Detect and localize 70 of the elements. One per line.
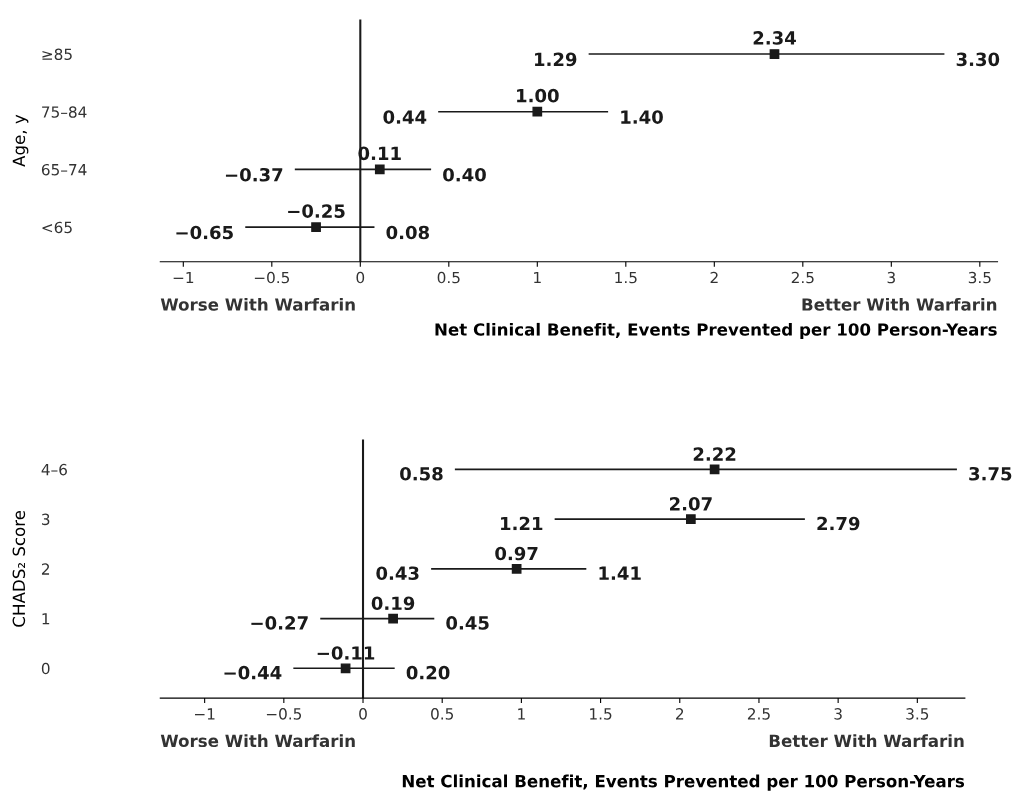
text: Better With Warfarin [802, 297, 997, 311]
y-tick-label: 4–6 [41, 463, 67, 476]
annotation: 0.43 [376, 566, 419, 581]
x-tick-label: −0.5 [266, 708, 302, 720]
y-tick-label: 65–74 [41, 163, 87, 176]
x-tick-label: 2 [710, 271, 718, 284]
x-tick-label: 0.5 [431, 708, 454, 720]
point [511, 563, 522, 574]
x-axis-title: Net Clinical Benefit, Events Prevented per 100 Person-Years [402, 774, 965, 791]
annotation: −0.44 [224, 665, 282, 680]
x-tick-label: 1 [534, 271, 541, 284]
y-axis-title: CHADS₂ Score [12, 510, 26, 627]
annotation: 1.41 [599, 566, 641, 580]
annotation: 3.30 [956, 52, 1000, 67]
y-tick-label: 1 [42, 613, 50, 625]
y-tick-label: 75–84 [42, 106, 87, 118]
y-tick-label: 2 [41, 563, 50, 575]
data-label: 0.19 [371, 596, 415, 611]
annotation: −0.37 [225, 167, 283, 182]
annotation: 0.20 [406, 665, 450, 680]
annotation: 3.75 [969, 466, 1012, 481]
x-tick-label: 2 [676, 708, 684, 720]
point [311, 222, 321, 233]
x-tick-label: 0 [356, 271, 365, 284]
x-tick-label: 1.5 [590, 708, 612, 720]
annotation: 1.40 [621, 110, 663, 124]
x-tick-label: −1 [195, 708, 215, 720]
y-tick-label: <65 [42, 221, 72, 234]
point [340, 663, 351, 674]
x-tick-label: 0 [359, 708, 367, 720]
y-tick-label: ≥85 [42, 48, 72, 61]
x-tick-label: −0.5 [254, 271, 290, 284]
point [374, 164, 385, 175]
data-label: −0.25 [288, 204, 345, 218]
annotation: 0.44 [383, 110, 427, 124]
x-tick-label: 1 [518, 708, 525, 720]
annotation: −0.65 [176, 225, 233, 240]
x-tick-label: 2.5 [791, 271, 814, 284]
point [388, 613, 398, 624]
annotation: 0.40 [443, 167, 486, 182]
data-label: 2.07 [670, 496, 712, 511]
x-tick-label: 3.5 [906, 708, 929, 720]
annotation: 0.08 [386, 225, 430, 240]
point [532, 106, 543, 117]
annotation: 2.79 [817, 516, 860, 531]
annotation: 1.21 [501, 516, 543, 531]
data-label: 2.34 [753, 31, 796, 45]
x-tick-label: 0.5 [437, 271, 460, 284]
y-tick-label: 0 [41, 662, 50, 675]
annotation: 0.45 [446, 616, 489, 630]
text: Worse With Warfarin [160, 734, 355, 748]
x-tick-label: 3 [834, 708, 842, 720]
point [769, 49, 780, 59]
text: Better With Warfarin [769, 734, 964, 748]
x-tick-label: 3.5 [968, 271, 991, 284]
point [685, 514, 696, 524]
data-label: 0.97 [495, 546, 538, 561]
x-tick-label: 1.5 [615, 271, 637, 284]
x-axis-title: Net Clinical Benefit, Events Prevented per 100 Person-Years [435, 322, 997, 340]
x-tick-label: 2.5 [747, 708, 770, 720]
text: Worse With Warfarin [160, 297, 355, 311]
y-tick-label: 3 [42, 513, 50, 526]
y-axis-title: Age, y [12, 114, 29, 167]
data-label: 2.22 [693, 447, 736, 461]
x-tick-label: −1 [173, 271, 194, 284]
annotation: 1.29 [535, 52, 577, 67]
annotation: 0.58 [400, 466, 443, 481]
x-tick-label: 3 [887, 271, 895, 284]
data-label: 1.00 [517, 88, 559, 103]
annotation: −0.27 [251, 616, 308, 630]
